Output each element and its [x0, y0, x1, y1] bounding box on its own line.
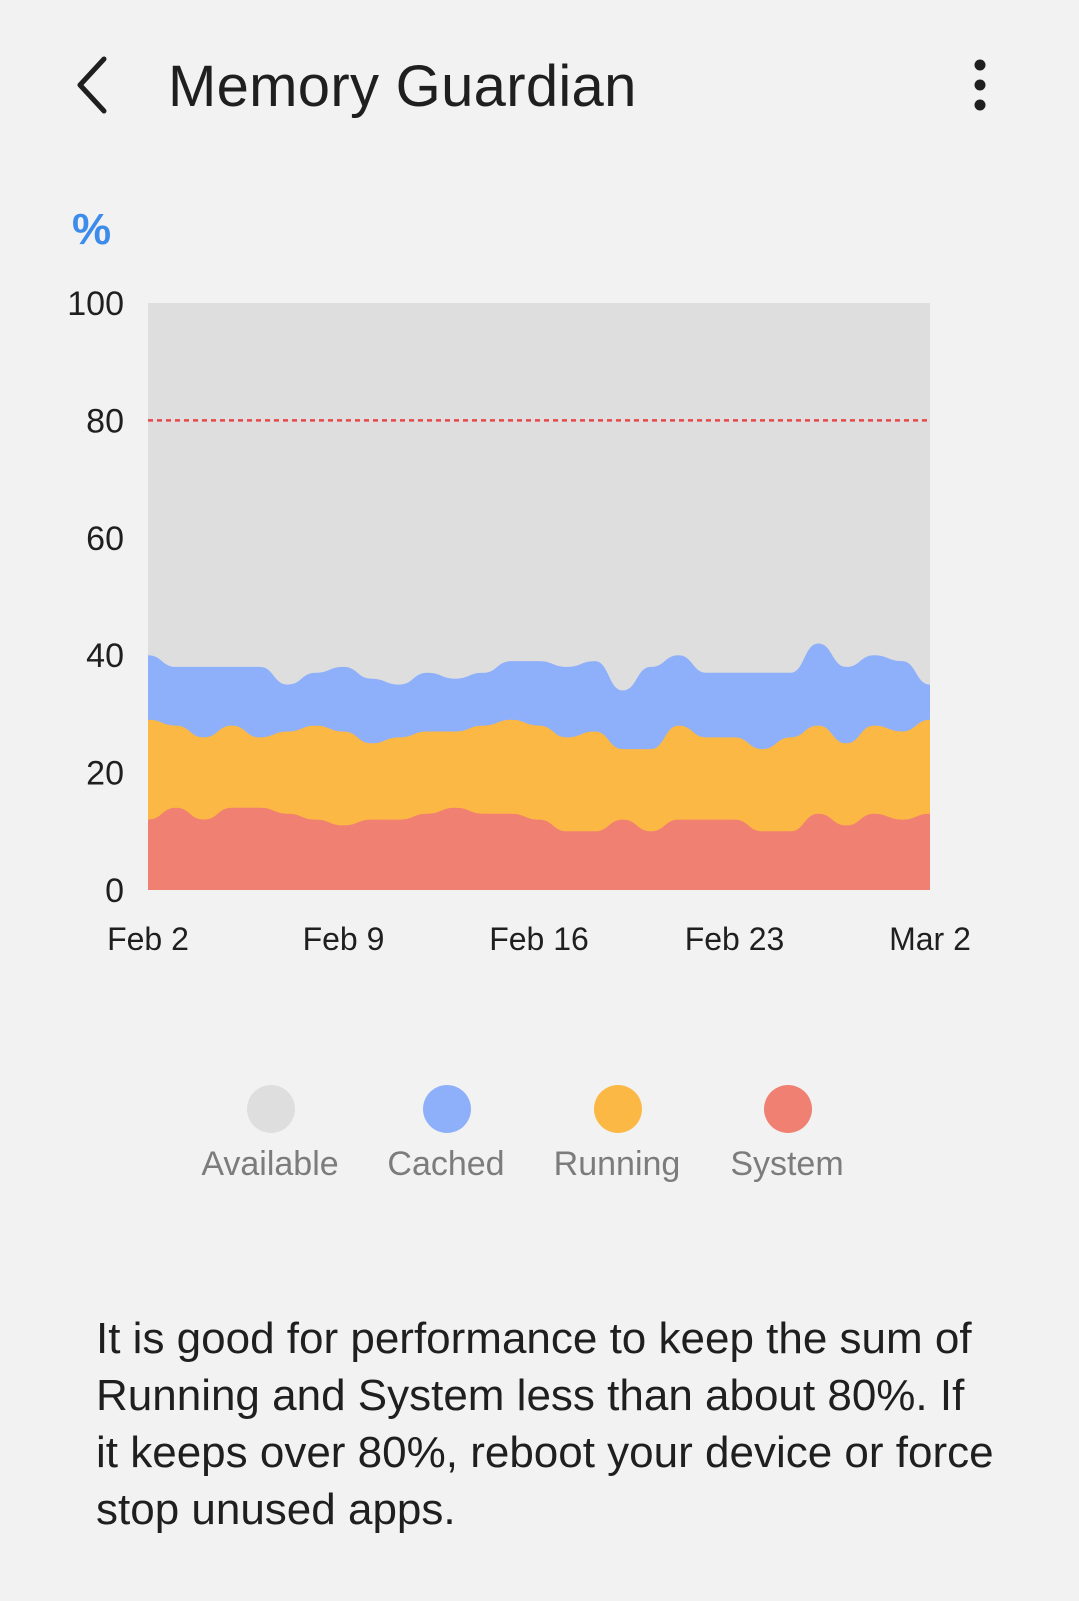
legend-swatch-available: [247, 1085, 295, 1133]
memory-usage-chart: 0 20 40 60 80 100 Feb 2 Feb 9 Feb 16 Feb 23 Mar 2: [67, 285, 971, 957]
more-options-button[interactable]: [950, 50, 1010, 120]
y-tick-label: 40: [86, 637, 124, 675]
y-tick-label: 20: [86, 755, 124, 793]
legend-item-running: Running: [537, 1085, 697, 1195]
chart-unit-label: %: [72, 205, 112, 254]
chart-legend: Available Cached Running System: [190, 1085, 890, 1195]
legend-label: Available: [201, 1145, 339, 1183]
x-tick-label: Mar 2: [889, 921, 971, 957]
legend-item-system: System: [707, 1085, 867, 1195]
legend-item-available: Available: [190, 1085, 350, 1195]
x-tick-label: Feb 9: [303, 921, 385, 957]
legend-label: System: [730, 1145, 844, 1183]
legend-swatch-system: [764, 1085, 812, 1133]
legend-label: Cached: [387, 1145, 505, 1183]
legend-item-cached: Cached: [366, 1085, 526, 1195]
x-tick-label: Feb 16: [489, 921, 589, 957]
area-system: [148, 807, 930, 890]
description-text: It is good for performance to keep the s…: [96, 1314, 994, 1534]
legend-label: Running: [553, 1145, 681, 1183]
y-tick-label: 100: [67, 285, 124, 323]
legend-swatch-cached: [423, 1085, 471, 1133]
back-button[interactable]: [62, 50, 122, 120]
x-tick-label: Feb 23: [685, 921, 785, 957]
y-tick-label: 80: [86, 402, 124, 440]
more-vert-icon: [974, 59, 986, 111]
x-tick-label: Feb 2: [107, 921, 189, 957]
app-bar: Memory Guardian: [0, 0, 1079, 175]
y-tick-label: 60: [86, 520, 124, 558]
legend-swatch-running: [594, 1085, 642, 1133]
y-tick-label: 0: [105, 872, 124, 910]
page-title: Memory Guardian: [168, 54, 637, 119]
chevron-left-icon: [77, 56, 107, 114]
